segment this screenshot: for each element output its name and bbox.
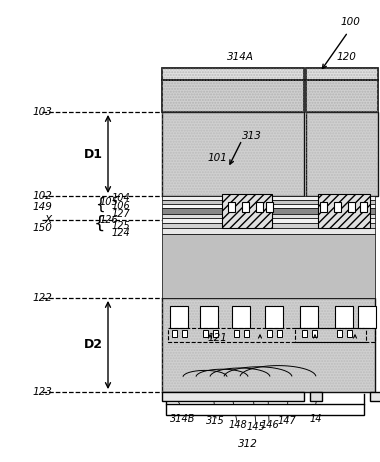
Bar [306, 68, 378, 112]
Bar [312, 330, 317, 337]
Bar [347, 330, 352, 337]
Text: 126: 126 [99, 215, 118, 225]
Text: 150: 150 [32, 223, 52, 233]
Bar [370, 392, 380, 401]
Text: 312: 312 [238, 439, 258, 449]
Text: 100: 100 [340, 17, 360, 27]
Text: 145: 145 [247, 422, 265, 432]
Text: 122: 122 [32, 293, 52, 303]
Text: 149: 149 [32, 202, 52, 212]
Bar [242, 202, 249, 212]
Bar [203, 330, 208, 337]
Text: X: X [45, 215, 52, 225]
Bar [162, 228, 375, 234]
Bar [277, 330, 282, 337]
Bar [213, 330, 218, 337]
Bar [265, 306, 283, 328]
Bar [234, 330, 239, 337]
Bar [306, 68, 378, 80]
Text: 102: 102 [32, 191, 52, 201]
Bar [310, 392, 322, 401]
Text: 146: 146 [261, 420, 279, 430]
Bar [302, 330, 307, 337]
Text: 147: 147 [278, 416, 296, 426]
Bar [162, 298, 375, 392]
Text: 14: 14 [310, 414, 323, 424]
Bar [334, 202, 341, 212]
Bar [306, 80, 378, 112]
Bar [200, 306, 218, 328]
Text: 124: 124 [111, 228, 130, 238]
Bar [162, 204, 375, 208]
Text: {: { [93, 215, 105, 233]
Bar [162, 112, 304, 196]
Bar [320, 202, 327, 212]
Text: 120: 120 [336, 52, 356, 62]
Bar [162, 392, 304, 401]
Text: 148: 148 [229, 420, 247, 430]
Bar [162, 234, 375, 298]
Bar [232, 306, 250, 328]
Bar [267, 330, 272, 337]
Bar [162, 214, 375, 218]
Text: 314A: 314A [226, 52, 253, 62]
Text: 101: 101 [208, 153, 228, 163]
Bar [295, 328, 375, 342]
Bar [306, 112, 378, 196]
Text: 123: 123 [32, 387, 52, 397]
Text: 127: 127 [111, 209, 130, 219]
Text: 315: 315 [206, 416, 224, 426]
Bar [256, 202, 263, 212]
Bar [166, 404, 364, 415]
Bar [162, 80, 304, 112]
Bar [162, 223, 375, 228]
Bar [228, 202, 235, 212]
Bar [335, 306, 353, 328]
Bar [348, 202, 355, 212]
Bar [172, 330, 177, 337]
Bar [360, 202, 367, 212]
Bar [162, 112, 304, 196]
Bar [162, 218, 375, 223]
Bar [266, 202, 273, 212]
Bar [222, 194, 272, 228]
Bar [162, 298, 375, 392]
Bar [306, 112, 378, 196]
Text: 103: 103 [32, 107, 52, 117]
Bar [300, 306, 318, 328]
Text: 313: 313 [242, 131, 262, 141]
Bar [182, 330, 187, 337]
Bar [162, 68, 304, 112]
Text: {: { [95, 196, 105, 212]
Bar [162, 68, 304, 80]
Bar [162, 208, 375, 214]
Text: 314B: 314B [170, 414, 196, 424]
Bar [162, 200, 375, 204]
Bar [170, 306, 188, 328]
Text: 106: 106 [111, 201, 130, 211]
Bar [244, 330, 249, 337]
Text: 125: 125 [111, 221, 130, 231]
Bar [318, 194, 370, 228]
Text: 121: 121 [208, 333, 228, 343]
Bar [162, 196, 375, 200]
Bar [168, 328, 366, 342]
Bar [358, 306, 376, 328]
Bar [337, 330, 342, 337]
Text: D1: D1 [84, 147, 103, 160]
Text: 104: 104 [111, 193, 130, 203]
Text: D2: D2 [84, 339, 103, 352]
Text: 105: 105 [99, 197, 118, 207]
